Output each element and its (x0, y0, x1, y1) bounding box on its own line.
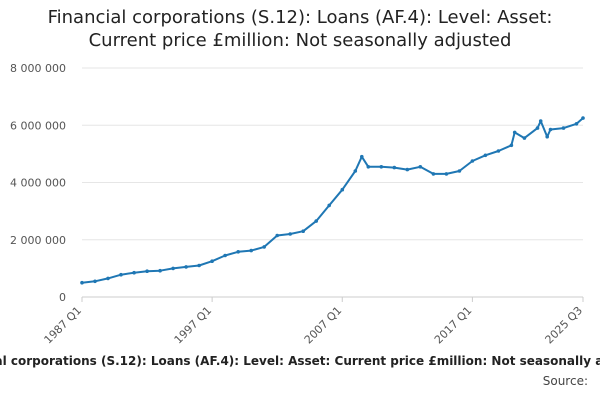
data-point (223, 253, 227, 258)
data-point (522, 136, 527, 140)
x-tick-label: 1987 Q1 (42, 304, 85, 347)
gridlines (81, 67, 584, 302)
data-point (119, 272, 123, 277)
data-point (483, 153, 488, 158)
data-point (457, 169, 462, 173)
x-tick-label: 2007 Q1 (302, 304, 345, 347)
data-point (184, 265, 188, 269)
data-point (360, 154, 364, 159)
data-point (444, 172, 449, 176)
data-point (366, 165, 371, 169)
data-point (236, 250, 240, 254)
data-point (496, 149, 501, 153)
y-tick-label: 6 000 000 (10, 119, 66, 132)
data-point (418, 165, 423, 169)
data-point (392, 165, 397, 170)
x-tick-label: 2017 Q1 (432, 304, 475, 347)
series-line (81, 117, 584, 284)
chart-title-line-1: Financial corporations (S.12): Loans (AF… (47, 7, 553, 28)
data-point (275, 233, 280, 238)
y-tick-label: 0 (59, 291, 66, 304)
data-point (535, 126, 540, 130)
data-point (538, 119, 543, 123)
data-point (171, 266, 175, 271)
data-point (548, 127, 553, 132)
data-point (509, 143, 514, 148)
data-point (379, 165, 384, 169)
legend: Financial corporations (S.12): Loans (AF… (0, 351, 600, 371)
data-point (340, 187, 345, 192)
data-point (80, 280, 84, 285)
data-point (145, 269, 149, 274)
data-point (405, 167, 410, 172)
data-point (210, 259, 214, 264)
y-tick-label: 4 000 000 (10, 177, 66, 190)
data-point (327, 203, 332, 208)
data-point (132, 270, 136, 275)
data-point (197, 263, 201, 268)
y-tick-label: 8 000 000 (10, 62, 66, 75)
data-point (512, 130, 517, 135)
data-point (106, 276, 110, 281)
data-point (574, 122, 579, 126)
data-point (470, 159, 475, 163)
data-point (249, 248, 253, 253)
y-tick-label: 2 000 000 (10, 234, 66, 247)
y-axis-tick-labels: 0 2 000 000 4 000 000 6 000 000 8 000 000 (10, 62, 66, 304)
data-point (581, 116, 585, 120)
x-tick-label: 1997 Q1 (172, 304, 215, 347)
source-label: Source: (542, 374, 588, 388)
data-point (314, 219, 319, 223)
data-point (262, 245, 267, 249)
legend-item: Financial corporations (S.12): Loans (AF… (0, 354, 600, 368)
data-point (561, 126, 566, 130)
data-point (431, 172, 436, 176)
data-point (93, 279, 97, 284)
x-tick-label: 2025 Q3 (543, 304, 586, 347)
data-point (353, 169, 358, 173)
chart-title: Financial corporations (S.12): Loans (AF… (0, 6, 600, 52)
data-point (545, 134, 549, 139)
chart-title-line-2: Current price £million: Not seasonally a… (88, 30, 512, 51)
data-point (301, 229, 306, 233)
data-point (158, 268, 162, 273)
data-point (288, 232, 293, 236)
series-layer (80, 116, 585, 285)
x-axis-tick-labels: 1987 Q1 1997 Q1 2007 Q1 2017 Q1 2025 Q3 (42, 304, 586, 347)
